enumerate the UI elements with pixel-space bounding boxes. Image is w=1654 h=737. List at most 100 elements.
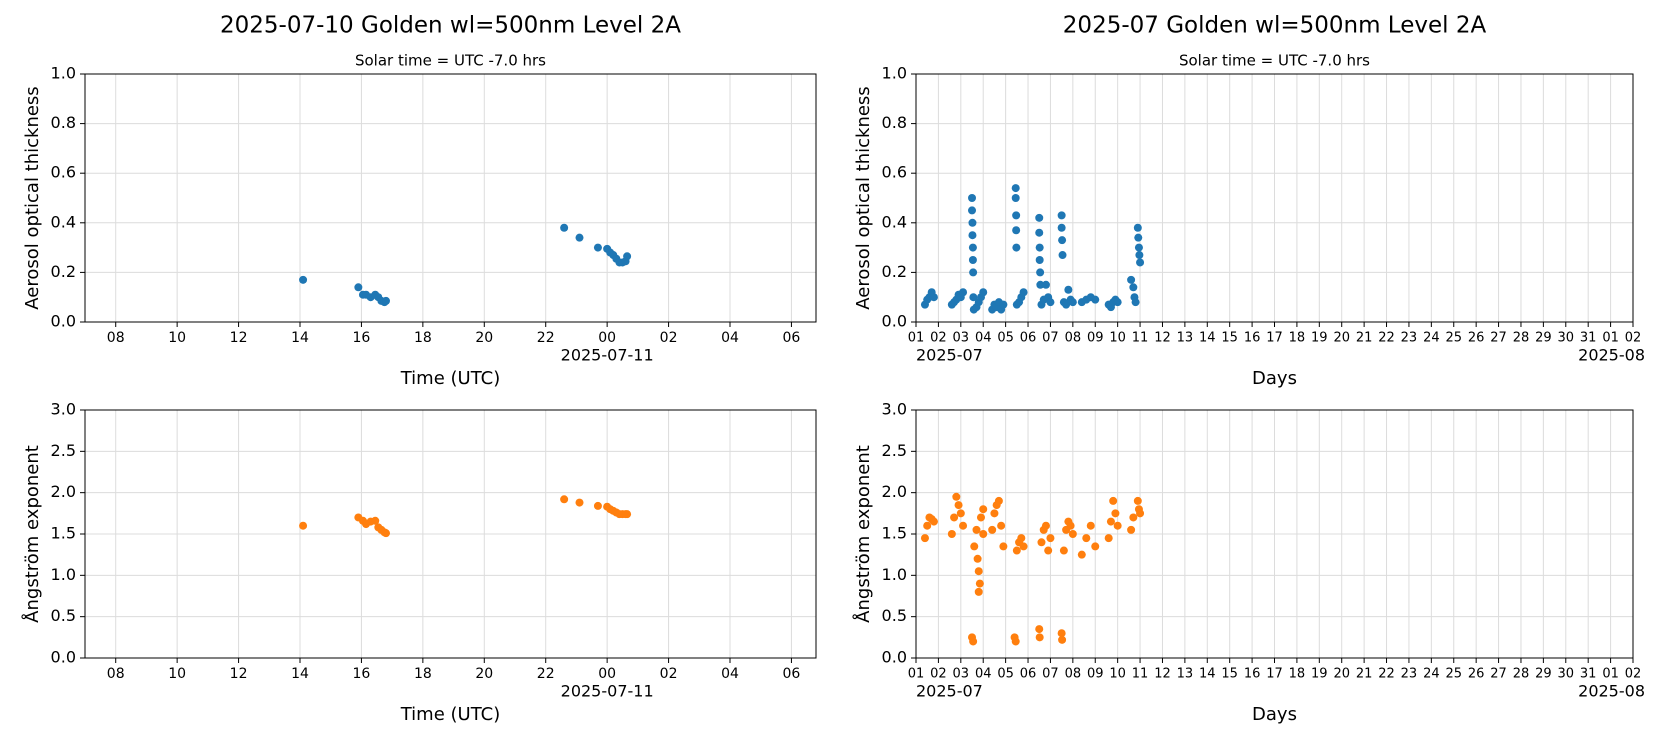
x-tick-label: 00 [598, 666, 616, 682]
point [1017, 534, 1026, 543]
x-tick-label: 28 [1513, 667, 1530, 682]
point [1012, 211, 1021, 220]
point [990, 509, 999, 518]
point [1057, 629, 1066, 638]
point [974, 587, 983, 596]
chart-title: 2025-07-10 Golden wl=500nm Level 2A [220, 13, 681, 39]
point [1012, 243, 1021, 252]
point [1019, 542, 1028, 551]
point [1035, 256, 1044, 264]
x-tick-label: 06 [783, 330, 801, 346]
x-tick-label: 28 [1513, 331, 1530, 346]
point [968, 218, 977, 227]
point [1077, 550, 1086, 559]
x-axis-label: Days [1252, 704, 1297, 725]
point [299, 275, 308, 284]
point [371, 516, 380, 525]
point [1136, 509, 1145, 518]
y-tick-label: 2.5 [882, 441, 907, 460]
point [623, 510, 632, 519]
point [1058, 635, 1067, 644]
x-tick-label: 07 [1042, 331, 1059, 346]
x-axis-label: Days [1252, 368, 1297, 389]
point [1082, 534, 1091, 543]
x-tick-label: 22 [1378, 331, 1395, 346]
x-tick-label: 07 [1042, 667, 1059, 682]
y-tick-label: 2.5 [51, 441, 76, 460]
point [1012, 546, 1021, 555]
x-tick-label: 20 [1333, 667, 1350, 682]
x-axis-label: Time (UTC) [400, 368, 501, 389]
x-tick-label: 01 [1602, 667, 1619, 682]
point [623, 252, 632, 261]
y-tick-label: 0.0 [51, 648, 76, 667]
y-tick-label: 0.5 [51, 606, 76, 625]
point [1068, 298, 1077, 307]
point [973, 554, 982, 563]
point [1129, 283, 1138, 292]
point [1129, 513, 1138, 522]
point [1059, 546, 1068, 555]
point [1036, 280, 1045, 289]
point [382, 529, 390, 538]
y-tick-label: 0.5 [882, 606, 907, 625]
point [575, 233, 584, 242]
x-tick-label: 04 [975, 331, 992, 346]
x-tick-label: 06 [1020, 331, 1037, 346]
x-tick-label: 15 [1221, 667, 1238, 682]
x-tick-label: 24 [1423, 331, 1440, 346]
x-tick-label: 01 [1602, 331, 1619, 346]
x-tick-label: 18 [1289, 667, 1306, 682]
point [1035, 625, 1044, 634]
x-tick-label: 30 [1558, 331, 1575, 346]
point [1113, 298, 1122, 307]
x-tick-label: 12 [1154, 331, 1171, 346]
point [1109, 496, 1118, 505]
x-tick-label: 25 [1445, 331, 1462, 346]
point [950, 513, 959, 522]
point [1035, 243, 1044, 252]
point [920, 534, 929, 543]
x-tick-label: 23 [1401, 667, 1418, 682]
y-tick-label: 2.0 [51, 482, 76, 501]
y-tick-label: 1.5 [51, 524, 76, 543]
point [929, 517, 938, 526]
x-tick-label: 26 [1468, 667, 1485, 682]
y-tick-label: 0.0 [882, 312, 907, 331]
x-tick-label: 19 [1311, 667, 1328, 682]
point [968, 256, 977, 264]
point [970, 542, 979, 551]
point [382, 296, 390, 305]
x-tick-label: 21 [1356, 331, 1373, 346]
x-tick-label: 20 [475, 330, 493, 346]
x-tick-label: 03 [953, 331, 970, 346]
x-tick-label: 14 [291, 666, 309, 682]
point [968, 194, 977, 202]
point [979, 530, 988, 538]
point [979, 288, 988, 297]
point [1012, 226, 1021, 235]
x-tick-sublabel: 2025-07-11 [561, 682, 654, 701]
x-tick-label: 02 [660, 330, 678, 346]
x-tick-label: 18 [1289, 331, 1306, 346]
x-tick-label: 11 [1132, 331, 1149, 346]
y-tick-label: 0.8 [51, 113, 76, 132]
plot-frame [84, 409, 817, 659]
x-tick-label: 24 [1423, 667, 1440, 682]
x-tick-label: 16 [353, 330, 371, 346]
y-tick-label: 0.2 [51, 262, 76, 281]
x-tick-label: 08 [1065, 667, 1082, 682]
point [1135, 251, 1144, 260]
point [1104, 534, 1113, 543]
point [972, 525, 981, 534]
y-tick-label: 0.8 [882, 113, 907, 132]
x-tick-label: 10 [1109, 667, 1126, 682]
x-tick-label: 04 [975, 667, 992, 682]
point [299, 521, 308, 530]
y-axis-label: Aerosol optical thickness [22, 86, 43, 309]
x-tick-label: 10 [1109, 331, 1126, 346]
x-axis-label: Time (UTC) [400, 704, 501, 725]
point [1127, 525, 1136, 534]
point [1041, 521, 1050, 530]
x-tick-label: 10 [168, 330, 186, 346]
